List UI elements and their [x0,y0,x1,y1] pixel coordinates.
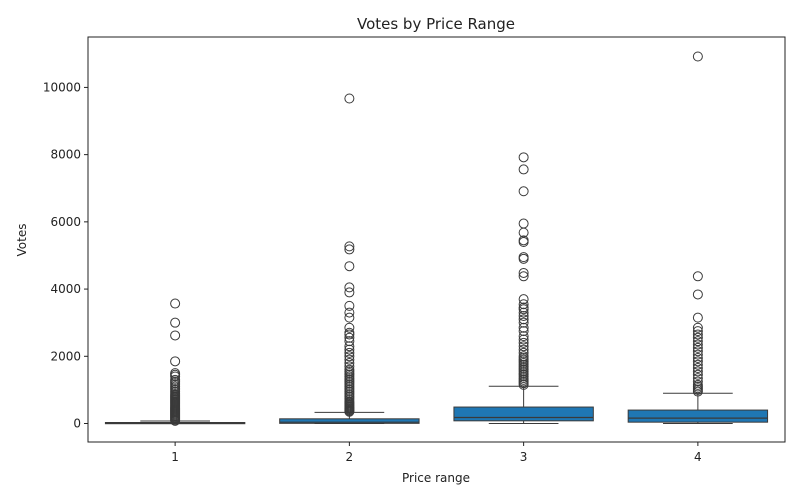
box-3 [453,152,594,425]
outlier-point [518,302,529,313]
iqr-box [627,409,769,423]
x-tick-label: 4 [694,450,702,464]
x-tick-label: 3 [520,450,528,464]
outlier-point [518,341,529,352]
outlier-point [344,361,355,372]
outlier-point [692,271,703,282]
outlier-point [170,368,181,379]
outlier-point [518,344,529,355]
outlier-point [518,314,529,325]
outlier-point [518,334,529,345]
box-4 [627,51,769,425]
outlier-point [692,329,703,340]
outlier-point [170,356,181,367]
outlier-point [518,252,529,263]
outlier-point [344,336,355,347]
outlier-point [518,294,529,305]
outlier-point [170,317,181,328]
outlier-point [344,327,355,338]
outlier-point [692,379,703,390]
outlier-point [344,344,355,355]
box-1 [104,298,246,426]
outlier-point [344,341,355,352]
y-tick-label: 10000 [43,80,81,94]
outlier-point [518,164,529,175]
outlier-point [344,244,355,255]
y-tick-label: 4000 [50,282,81,296]
outlier-point [344,312,355,323]
iqr-box [453,406,594,422]
outlier-point [692,352,703,363]
outlier-point [692,322,703,333]
outlier-point [692,326,703,337]
outlier-point [344,364,355,375]
outlier-point [344,287,355,298]
outlier-point [344,332,355,343]
outlier-point [518,235,529,246]
outlier-point [518,331,529,342]
y-axis: 0 2000 4000 6000 8000 10000 [43,80,88,431]
outlier-point [344,354,355,365]
outlier-point [518,299,529,310]
outlier-point [692,356,703,367]
y-tick-label: 0 [73,417,81,431]
outlier-point [518,152,529,163]
outlier-point [518,351,529,362]
outlier-point [692,346,703,357]
outlier-point [518,337,529,348]
outlier-point [692,51,703,62]
outlier-point [518,186,529,197]
outlier-point [692,373,703,384]
x-tick-label: 2 [346,450,354,464]
outlier-point [344,93,355,104]
y-tick-label: 6000 [50,215,81,229]
x-tick-label: 1 [171,450,179,464]
outlier-point [344,347,355,358]
y-tick-label: 8000 [50,148,81,162]
outlier-point [344,241,355,252]
outlier-point [518,347,529,358]
outlier-point [518,267,529,278]
outlier-point [692,366,703,377]
outlier-point [170,330,181,341]
box-2 [279,93,420,425]
outlier-point [344,307,355,318]
plot-area-frame [87,36,786,443]
x-axis: 1 2 3 4 [171,442,702,464]
outlier-point [692,376,703,387]
outlier-point [692,369,703,380]
outlier-point [692,349,703,360]
outlier-point [344,358,355,369]
outlier-point [344,351,355,362]
iqr-box [279,418,420,424]
outlier-point [518,271,529,282]
outlier-point [518,218,529,229]
outlier-point [692,339,703,350]
outlier-point [518,317,529,328]
outlier-point [692,363,703,374]
outlier-point [692,336,703,347]
x-axis-title: Price range [402,471,470,485]
outlier-point [692,359,703,370]
outlier-point [518,326,529,337]
outlier-point [518,307,529,318]
outlier-point [692,289,703,300]
outlier-point [518,322,529,333]
outlier-point [692,342,703,353]
outlier-point [170,374,181,385]
chart-title: Votes by Price Range [357,15,515,33]
outlier-point [692,312,703,323]
y-tick-label: 2000 [50,349,81,363]
boxes-group [104,51,769,426]
outlier-point [344,300,355,311]
outlier-point [170,298,181,309]
outlier-point [344,261,355,272]
outlier-point [344,322,355,333]
outlier-point [518,310,529,321]
y-axis-title: Votes [15,224,29,257]
outlier-point [692,332,703,343]
outlier-point [344,282,355,293]
